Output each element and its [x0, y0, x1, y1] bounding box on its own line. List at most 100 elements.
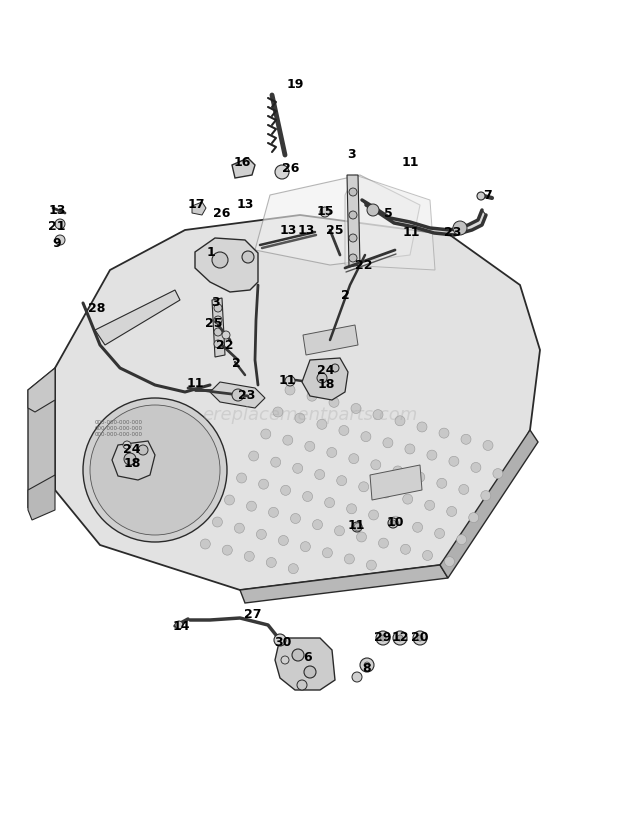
- Circle shape: [317, 419, 327, 429]
- Circle shape: [261, 429, 271, 439]
- Circle shape: [483, 441, 493, 451]
- Text: 3: 3: [211, 296, 219, 308]
- Polygon shape: [232, 158, 255, 178]
- Circle shape: [356, 532, 366, 542]
- Circle shape: [347, 504, 356, 514]
- Circle shape: [327, 447, 337, 458]
- Circle shape: [393, 466, 403, 476]
- Text: 22: 22: [216, 339, 234, 351]
- Circle shape: [267, 557, 277, 567]
- Circle shape: [351, 403, 361, 413]
- Circle shape: [349, 453, 359, 463]
- Circle shape: [55, 235, 65, 245]
- Text: 24: 24: [317, 364, 335, 376]
- Text: 10: 10: [386, 515, 404, 529]
- Circle shape: [371, 460, 381, 470]
- Polygon shape: [55, 215, 540, 590]
- Circle shape: [391, 516, 401, 526]
- Circle shape: [471, 463, 481, 473]
- Circle shape: [268, 507, 278, 517]
- Text: 9: 9: [53, 236, 61, 250]
- Polygon shape: [195, 238, 258, 292]
- Circle shape: [90, 405, 220, 535]
- Circle shape: [381, 488, 391, 498]
- Text: 000-000-000-000
000-000-000-000
000-000-000-000: 000-000-000-000 000-000-000-000 000-000-…: [95, 420, 143, 437]
- Circle shape: [55, 219, 65, 229]
- Circle shape: [335, 525, 345, 535]
- Circle shape: [274, 634, 286, 646]
- Circle shape: [337, 476, 347, 486]
- Polygon shape: [192, 202, 206, 215]
- Circle shape: [224, 495, 234, 505]
- Text: 20: 20: [411, 630, 429, 644]
- Circle shape: [331, 364, 339, 372]
- Circle shape: [445, 556, 454, 566]
- Text: ereplacementparts.com: ereplacementparts.com: [202, 406, 418, 424]
- Circle shape: [413, 631, 427, 645]
- Circle shape: [427, 450, 437, 460]
- Circle shape: [275, 165, 289, 179]
- Circle shape: [288, 564, 298, 574]
- Text: 23: 23: [238, 389, 255, 401]
- Circle shape: [367, 204, 379, 216]
- Circle shape: [237, 473, 247, 483]
- Polygon shape: [210, 382, 265, 408]
- Circle shape: [349, 188, 357, 196]
- Circle shape: [456, 535, 467, 545]
- Circle shape: [439, 428, 449, 438]
- Circle shape: [477, 192, 485, 200]
- Circle shape: [214, 328, 222, 336]
- Circle shape: [83, 398, 227, 542]
- Circle shape: [380, 635, 386, 641]
- Circle shape: [214, 316, 222, 324]
- Text: 29: 29: [374, 630, 392, 644]
- Circle shape: [285, 385, 295, 395]
- Text: 14: 14: [172, 619, 190, 633]
- Circle shape: [322, 548, 332, 558]
- Text: 22: 22: [355, 258, 373, 272]
- Circle shape: [403, 494, 413, 504]
- Circle shape: [281, 656, 289, 664]
- Circle shape: [349, 254, 357, 262]
- Circle shape: [259, 479, 268, 489]
- Polygon shape: [28, 368, 55, 412]
- Circle shape: [437, 478, 447, 489]
- Circle shape: [425, 500, 435, 510]
- Circle shape: [366, 560, 376, 570]
- Circle shape: [364, 662, 370, 668]
- Circle shape: [415, 472, 425, 482]
- Circle shape: [339, 426, 349, 436]
- Circle shape: [417, 422, 427, 432]
- Circle shape: [390, 520, 396, 526]
- Circle shape: [312, 520, 322, 530]
- Text: 3: 3: [348, 148, 356, 162]
- Circle shape: [295, 413, 305, 423]
- Circle shape: [293, 463, 303, 473]
- Polygon shape: [255, 175, 420, 265]
- Circle shape: [349, 211, 357, 219]
- Text: 15: 15: [316, 204, 334, 218]
- Text: 11: 11: [401, 157, 418, 169]
- Circle shape: [361, 432, 371, 442]
- Circle shape: [461, 434, 471, 444]
- Circle shape: [234, 523, 244, 533]
- Circle shape: [317, 373, 327, 383]
- Text: 13: 13: [236, 198, 254, 210]
- Circle shape: [123, 441, 131, 449]
- Text: 7: 7: [482, 189, 492, 201]
- Circle shape: [325, 498, 335, 508]
- Polygon shape: [370, 465, 422, 500]
- Circle shape: [315, 469, 325, 479]
- Polygon shape: [440, 430, 538, 578]
- Circle shape: [376, 631, 390, 645]
- Circle shape: [257, 530, 267, 540]
- Circle shape: [138, 445, 148, 455]
- Text: 5: 5: [384, 206, 392, 220]
- Circle shape: [352, 522, 362, 532]
- Circle shape: [244, 551, 254, 561]
- Text: 25: 25: [326, 224, 343, 236]
- Circle shape: [283, 435, 293, 445]
- Circle shape: [124, 453, 136, 465]
- Text: 13: 13: [48, 204, 66, 216]
- Circle shape: [307, 391, 317, 401]
